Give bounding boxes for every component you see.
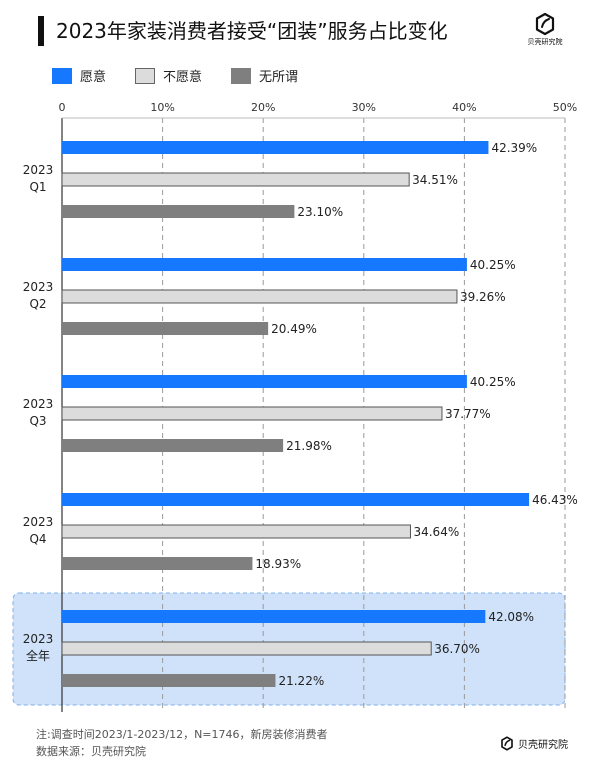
value-label: 20.49% (271, 322, 317, 336)
category-label: Q2 (29, 297, 46, 311)
brand-logo: 贝壳研究院 (527, 12, 563, 47)
legend-label-willing: 愿意 (80, 70, 107, 85)
bar (61, 524, 411, 539)
category-label: 2023 (23, 163, 54, 177)
legend: 愿意 不愿意 无所谓 (52, 66, 327, 85)
category-label: 全年 (26, 648, 50, 663)
bar (62, 439, 284, 452)
value-label: 21.22% (278, 674, 324, 688)
value-label: 36.70% (434, 642, 480, 656)
category-label: Q3 (29, 414, 46, 428)
value-label: 18.93% (255, 557, 301, 571)
value-label: 40.25% (470, 258, 516, 272)
value-label: 40.25% (470, 375, 516, 389)
brand-logo-text: 贝壳研究院 (527, 38, 563, 46)
value-label: 34.64% (413, 525, 459, 539)
x-tick-label: 20% (251, 101, 275, 114)
category-label: Q4 (29, 532, 46, 546)
chart-title: 2023年家装消费者接受“团装”服务占比变化 (56, 19, 448, 43)
category-label: Q1 (29, 180, 46, 194)
bar (62, 258, 467, 271)
legend-item-indifferent: 无所谓 (231, 66, 298, 85)
value-label: 46.43% (532, 493, 578, 507)
value-label: 34.51% (412, 173, 458, 187)
bar (61, 641, 432, 656)
legend-item-willing: 愿意 (52, 66, 106, 85)
bar (61, 289, 458, 304)
footer: 注:调查时间2023/1-2023/12，N=1746，新房装修消费者 数据来源… (36, 726, 328, 760)
category-label: 2023 (23, 632, 54, 646)
legend-swatch-willing (52, 67, 72, 84)
bar (62, 375, 467, 388)
bar (62, 141, 489, 154)
legend-label-unwilling: 不愿意 (163, 70, 203, 85)
category-label: 2023 (23, 515, 54, 529)
bar (61, 172, 410, 187)
legend-item-unwilling: 不愿意 (135, 66, 202, 85)
x-tick-label: 0 (59, 101, 66, 114)
value-label: 37.77% (445, 407, 491, 421)
value-label: 23.10% (297, 205, 343, 219)
bar (62, 557, 253, 570)
footer-note: 注:调查时间2023/1-2023/12，N=1746，新房装修消费者 (36, 728, 328, 741)
legend-swatch-unwilling (135, 67, 156, 84)
footer-logo-text: 贝壳研究院 (518, 740, 568, 751)
footer-source: 数据来源：贝壳研究院 (36, 745, 146, 758)
category-label: 2023 (23, 280, 54, 294)
footer-shell-logo-icon (501, 736, 513, 751)
category-label: 2023 (23, 397, 54, 411)
bar (62, 493, 530, 506)
bar (62, 205, 295, 218)
title-accent-bar (38, 16, 44, 46)
bar (62, 674, 276, 687)
value-label: 42.08% (488, 610, 534, 624)
bar-chart: 0 10% 20% 30% 40% 50% 42.39% 34.51% 23.10% 2023 Q1… (12, 101, 578, 712)
bar (61, 406, 443, 421)
legend-label-indifferent: 无所谓 (259, 70, 299, 85)
value-label: 21.98% (286, 439, 332, 453)
x-tick-label: 30% (352, 101, 376, 114)
shell-logo-icon (535, 12, 555, 36)
bar (62, 322, 269, 335)
bar (62, 610, 486, 623)
x-tick-label: 40% (452, 101, 476, 114)
value-label: 39.26% (460, 290, 506, 304)
footer-logo: 贝壳研究院 (500, 736, 568, 751)
legend-swatch-indifferent (231, 67, 252, 84)
x-tick-label: 10% (150, 101, 174, 114)
x-tick-label: 50% (553, 101, 577, 114)
value-label: 42.39% (491, 141, 537, 155)
